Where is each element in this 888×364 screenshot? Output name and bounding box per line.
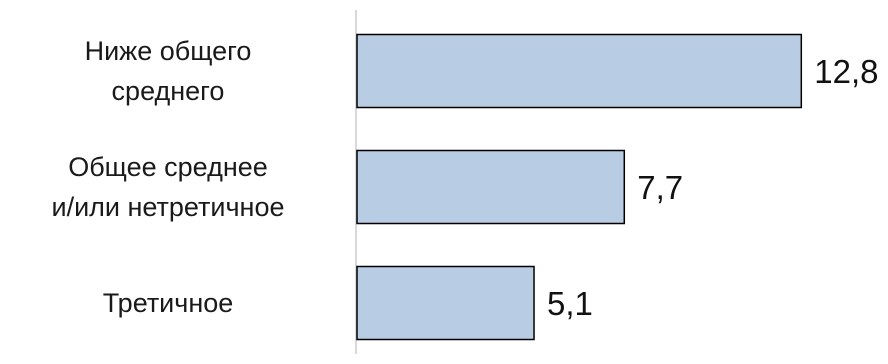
category-label-1: Ниже общего среднего <box>85 36 252 106</box>
category-label-line: Ниже общего <box>85 36 252 66</box>
category-label-line: Третичное <box>103 288 234 318</box>
category-labels: Ниже общего среднего Общее среднее и/или не… <box>52 36 285 318</box>
category-label-line: среднего <box>112 76 225 106</box>
bar-3 <box>356 265 535 341</box>
category-label-line: Общее среднее <box>68 152 268 182</box>
bar-2 <box>356 149 626 225</box>
value-label-1: 12,8 <box>814 53 878 90</box>
category-label-line: и/или нетретичное <box>52 192 285 222</box>
value-labels: 12,8 7,7 5,1 <box>547 53 879 322</box>
bars-group <box>356 33 803 341</box>
category-label-2: Общее среднее и/или нетретичное <box>52 152 285 222</box>
bar-1 <box>356 33 803 109</box>
value-label-3: 5,1 <box>547 285 593 322</box>
category-label-3: Третичное <box>103 288 234 318</box>
value-label-2: 7,7 <box>637 169 683 206</box>
